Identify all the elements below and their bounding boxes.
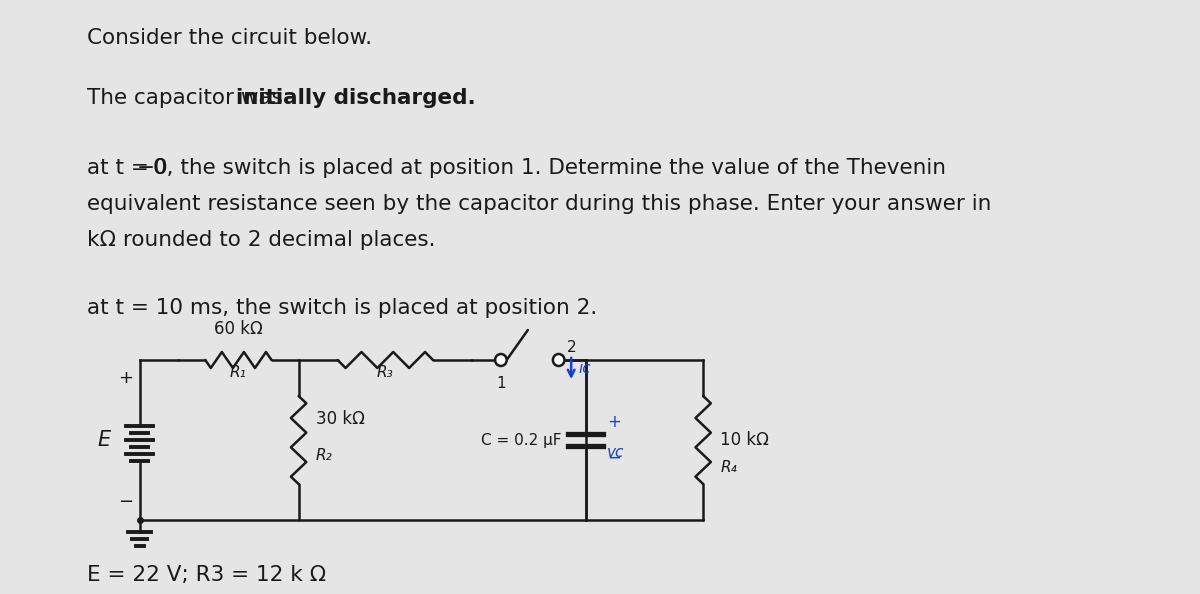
Text: −0: −0 (137, 158, 168, 178)
Text: E = 22 V; R3 = 12 k Ω: E = 22 V; R3 = 12 k Ω (86, 565, 326, 585)
Text: 60 kΩ: 60 kΩ (214, 320, 263, 338)
Circle shape (553, 354, 564, 366)
Text: R₄: R₄ (720, 460, 737, 475)
Text: +: + (607, 413, 620, 431)
Text: 0, the switch is placed at position 1. Determine the value of the Thevenin: 0, the switch is placed at position 1. D… (152, 158, 946, 178)
Text: R₃: R₃ (377, 365, 394, 380)
Text: 2: 2 (566, 340, 576, 355)
Text: R₁: R₁ (230, 365, 247, 380)
Text: −: − (118, 493, 133, 511)
Text: E: E (97, 430, 110, 450)
Text: +: + (118, 369, 133, 387)
Text: iᴄ: iᴄ (578, 361, 592, 376)
Text: initially discharged.: initially discharged. (235, 88, 475, 108)
Text: R₂: R₂ (316, 448, 332, 463)
Text: The capacitor was: The capacitor was (86, 88, 289, 108)
Text: at t = 10 ms, the switch is placed at position 2.: at t = 10 ms, the switch is placed at po… (86, 298, 596, 318)
Text: −: − (607, 449, 620, 467)
Text: vᴄ: vᴄ (607, 445, 624, 460)
Text: 1: 1 (496, 376, 505, 391)
Text: equivalent resistance seen by the capacitor during this phase. Enter your answer: equivalent resistance seen by the capaci… (86, 194, 991, 214)
Circle shape (496, 354, 506, 366)
Text: 30 kΩ: 30 kΩ (316, 410, 365, 428)
Text: C = 0.2 μF: C = 0.2 μF (481, 432, 562, 447)
Text: 10 kΩ: 10 kΩ (720, 431, 769, 449)
Text: at t =: at t = (86, 158, 149, 178)
Text: kΩ rounded to 2 decimal places.: kΩ rounded to 2 decimal places. (86, 230, 436, 250)
Text: Consider the circuit below.: Consider the circuit below. (86, 28, 372, 48)
